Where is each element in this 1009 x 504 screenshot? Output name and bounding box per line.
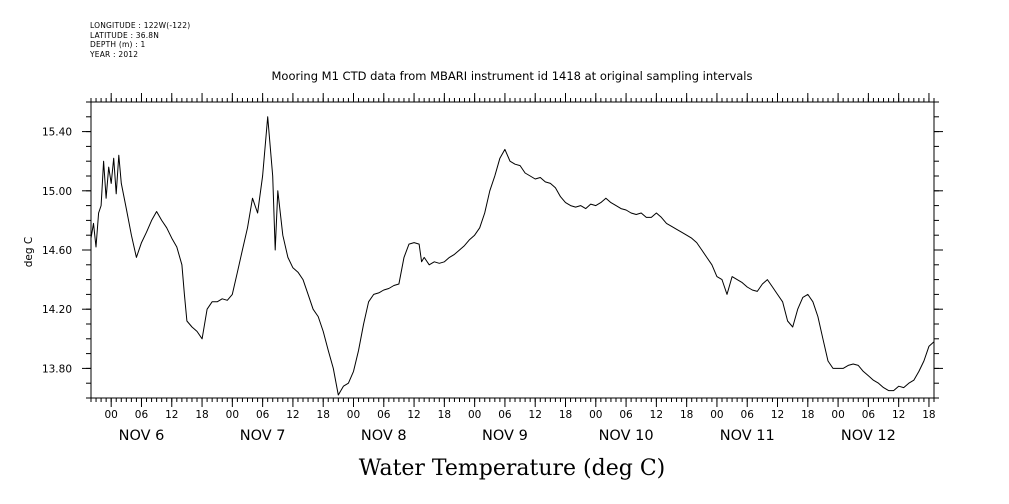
x-hour-label: 00 (831, 409, 844, 421)
x-hour-label: 12 (771, 409, 784, 421)
x-hour-label: 12 (892, 409, 905, 421)
x-hour-label: 00 (589, 409, 602, 421)
x-hour-label: 06 (498, 409, 512, 421)
x-hour-label: 18 (801, 409, 814, 421)
x-hour-label: 06 (862, 409, 876, 421)
depth-label: DEPTH (m) : 1 (90, 40, 146, 50)
x-hour-label: 18 (317, 409, 330, 421)
y-tick-label: 14.20 (42, 304, 72, 316)
x-day-label: NOV 11 (720, 428, 775, 444)
temperature-series-line (90, 116, 935, 396)
y-tick-label: 14.60 (42, 245, 72, 257)
x-day-label: NOV 10 (599, 428, 654, 444)
series-layer (90, 116, 935, 396)
x-axis-ticks: 00 06 12 18 00 06 12 18 00 06 12 18 00 06 12 18 00 06 12 18… (105, 93, 936, 444)
x-hour-label: 18 (559, 409, 572, 421)
plot-axes (90, 98, 935, 402)
plot-frame (90, 101, 935, 399)
x-hour-label: 06 (619, 409, 633, 421)
y-tick-label: 13.80 (42, 363, 72, 375)
x-hour-label: 18 (922, 409, 935, 421)
x-hour-label: 06 (135, 409, 149, 421)
longitude-label: LONGITUDE : 122W(-122) (90, 21, 191, 30)
x-hour-label: 00 (105, 409, 118, 421)
x-hour-label: 00 (226, 409, 239, 421)
metadata-block: LONGITUDE : 122W(-122) LATITUDE : 36.8N … (90, 21, 190, 59)
x-day-label: NOV 8 (361, 428, 407, 444)
x-day-label: NOV 6 (119, 428, 165, 444)
x-day-label: NOV 7 (240, 428, 286, 444)
x-hour-label: 12 (165, 409, 178, 421)
y-axis-ticks: 13.80 14.20 14.60 15.00 15.40 (42, 101, 943, 399)
x-hour-label: 00 (468, 409, 481, 421)
latitude-label: LATITUDE : 36.8N (90, 30, 160, 40)
x-hour-label: 12 (286, 409, 299, 421)
x-hour-label: 12 (529, 409, 542, 421)
x-hour-label: 18 (195, 409, 208, 421)
year-label: YEAR : 2012 (90, 49, 139, 59)
x-hour-label: 06 (377, 409, 391, 421)
x-hour-label: 18 (438, 409, 451, 421)
y-tick-label: 15.40 (42, 127, 72, 139)
y-tick-label: 15.00 (42, 186, 72, 198)
chart-title: Mooring M1 CTD data from MBARI instrumen… (272, 69, 753, 83)
x-hour-label: 06 (256, 409, 270, 421)
x-hour-label: 12 (650, 409, 663, 421)
x-axis-title: Water Temperature (deg C) (359, 456, 666, 481)
y-axis-label: deg C (23, 237, 35, 267)
x-hour-label: 06 (741, 409, 755, 421)
x-hour-label: 00 (710, 409, 723, 421)
x-day-label: NOV 9 (482, 428, 528, 444)
x-day-label: NOV 12 (841, 428, 896, 444)
x-hour-label: 12 (407, 409, 420, 421)
x-hour-label: 18 (680, 409, 693, 421)
x-hour-label: 00 (347, 409, 360, 421)
